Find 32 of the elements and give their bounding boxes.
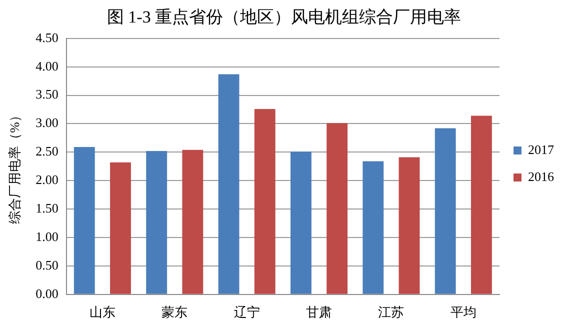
y-tick-label: 2.50 <box>36 144 58 159</box>
bar <box>470 116 492 294</box>
bar <box>434 128 456 294</box>
y-tick-label: 1.50 <box>36 200 58 216</box>
bar <box>218 74 240 294</box>
y-axis-title: 综合厂用电率（%） <box>7 108 22 224</box>
y-tick-label: 2.00 <box>36 172 58 188</box>
y-tick-label: 0.50 <box>36 257 58 272</box>
y-tick-label: 1.00 <box>36 228 58 244</box>
y-tick-label: 4.00 <box>36 58 58 74</box>
x-tick-label: 江苏 <box>378 304 404 320</box>
x-tick-label: 山东 <box>89 304 116 320</box>
bar <box>290 152 312 294</box>
bar <box>326 123 348 294</box>
legend-label: 2016 <box>528 168 554 184</box>
bar <box>74 147 95 294</box>
bar <box>362 161 384 294</box>
bar <box>398 157 420 294</box>
bar <box>182 150 204 294</box>
y-tick-label: 4.50 <box>36 30 58 45</box>
x-tick-label: 辽宁 <box>234 304 260 320</box>
bar <box>254 108 276 294</box>
x-tick-label: 甘肃 <box>306 304 332 320</box>
y-tick-label: 3.00 <box>36 115 58 130</box>
bar <box>146 151 168 294</box>
y-tick-label: 0.00 <box>36 286 58 301</box>
chart-title: 图 1-3 重点省份（地区）风电机组综合厂用电率 <box>106 8 462 27</box>
bar <box>110 162 131 294</box>
x-tick-label: 蒙东 <box>162 304 188 320</box>
legend-label: 2017 <box>528 142 554 157</box>
y-tick-label: 3.50 <box>36 86 58 102</box>
x-tick-label: 平均 <box>450 304 476 320</box>
